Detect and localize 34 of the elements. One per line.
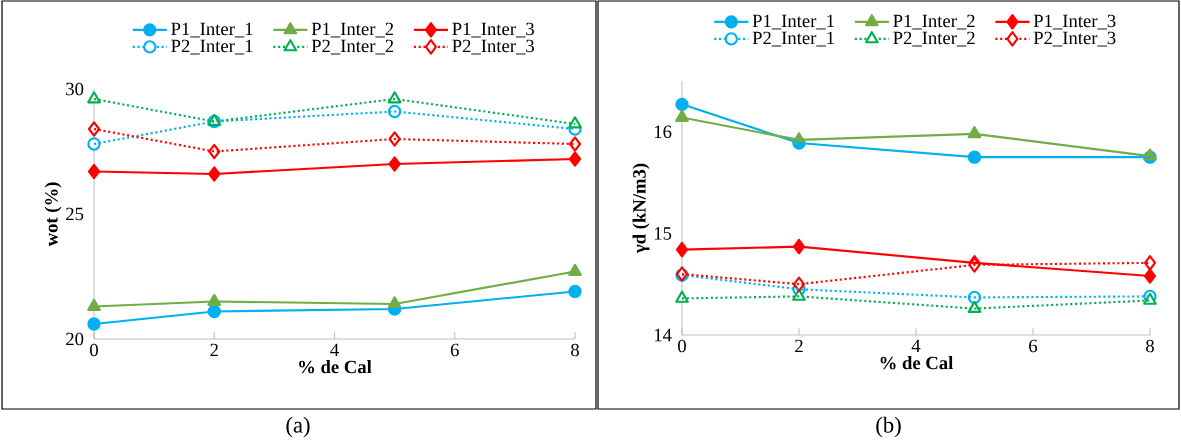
x-tick-label: 0 bbox=[678, 339, 686, 353]
legend-label: P1_Inter_3 bbox=[1033, 14, 1116, 30]
legend-label: P2_Inter_1 bbox=[752, 31, 834, 47]
legend-label: P1_Inter_2 bbox=[893, 14, 975, 30]
x-axis-title: % de Cal bbox=[299, 360, 372, 374]
text: (a) bbox=[286, 416, 310, 438]
y-tick-label: 20 bbox=[66, 332, 84, 346]
legend-label: P2_Inter_2 bbox=[893, 31, 975, 47]
y-tick-label: 16 bbox=[654, 125, 672, 139]
legend-label: P2_Inter_2 bbox=[311, 39, 394, 55]
y-axis-title: γd (kN/m3) bbox=[632, 163, 650, 254]
y-tick-label: 15 bbox=[654, 227, 672, 240]
x-tick-label: 4 bbox=[330, 343, 339, 356]
legend-label: P2_Inter_3 bbox=[1033, 31, 1116, 47]
legend-label: P1_Inter_1 bbox=[752, 14, 834, 30]
x-tick-label: 8 bbox=[571, 343, 579, 357]
x-tick-label: 6 bbox=[450, 343, 459, 357]
legend-label: P1_Inter_1 bbox=[171, 22, 253, 38]
x-tick-label: 4 bbox=[911, 339, 921, 352]
legend-label: P1_Inter_2 bbox=[311, 22, 394, 38]
x-tick-label: 2 bbox=[210, 343, 218, 357]
x-tick-label: 0 bbox=[90, 343, 98, 357]
y-tick-label: 25 bbox=[66, 207, 84, 221]
y-tick-label: 30 bbox=[66, 82, 84, 96]
x-tick-label: 8 bbox=[1146, 339, 1154, 353]
x-tick-label: 6 bbox=[1029, 339, 1038, 353]
text: (b) bbox=[876, 416, 901, 438]
legend-label: P1_Inter_3 bbox=[452, 22, 534, 38]
y-axis-title: wot (%) bbox=[44, 182, 62, 247]
legend-label: P2_Inter_1 bbox=[171, 39, 253, 55]
y-tick-label: 14 bbox=[654, 328, 672, 342]
legend-label: P2_Inter_3 bbox=[452, 39, 534, 55]
x-axis-title: % de Cal bbox=[880, 356, 954, 370]
x-tick-label: 2 bbox=[795, 339, 803, 353]
